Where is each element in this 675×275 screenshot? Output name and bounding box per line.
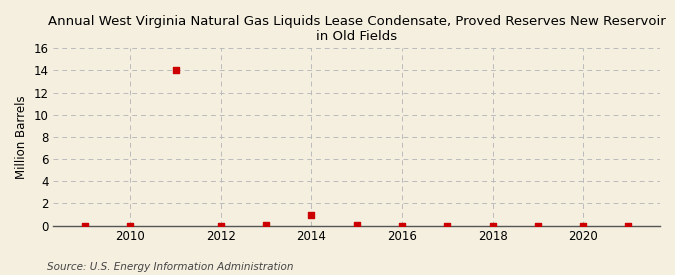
- Point: [80, 224, 90, 228]
- Point: [261, 223, 271, 227]
- Y-axis label: Million Barrels: Million Barrels: [15, 95, 28, 179]
- Point: [487, 224, 498, 228]
- Point: [306, 212, 317, 217]
- Point: [578, 224, 589, 228]
- Text: Source: U.S. Energy Information Administration: Source: U.S. Energy Information Administ…: [47, 262, 294, 272]
- Title: Annual West Virginia Natural Gas Liquids Lease Condensate, Proved Reserves New R: Annual West Virginia Natural Gas Liquids…: [48, 15, 666, 43]
- Point: [533, 224, 543, 228]
- Point: [442, 224, 453, 228]
- Point: [215, 224, 226, 228]
- Point: [170, 68, 181, 73]
- Point: [397, 224, 408, 228]
- Point: [351, 223, 362, 227]
- Point: [623, 224, 634, 228]
- Point: [125, 224, 136, 228]
